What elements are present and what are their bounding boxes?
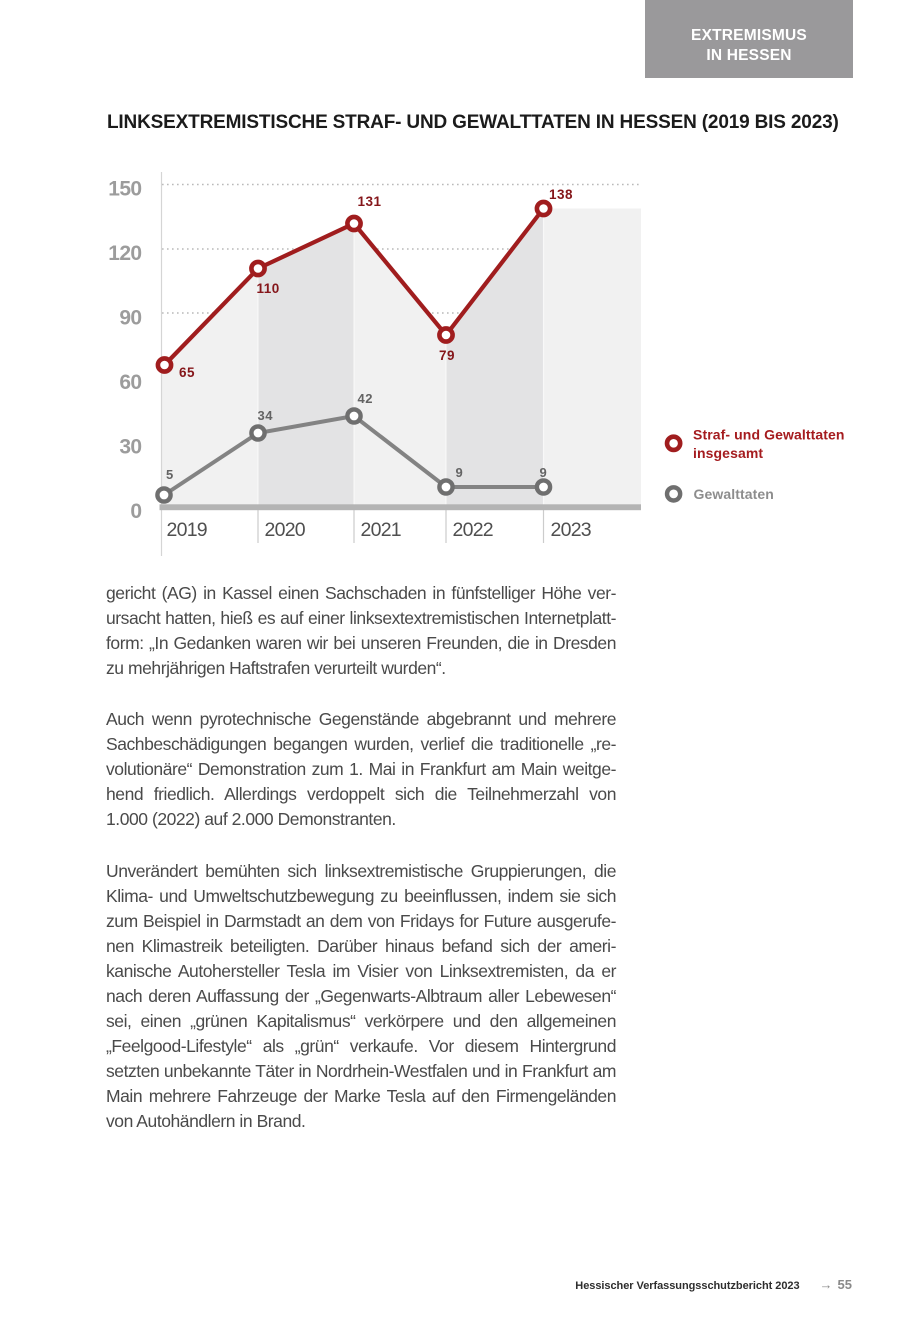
svg-text:9: 9 — [456, 465, 464, 480]
svg-text:2019: 2019 — [167, 519, 207, 541]
svg-text:110: 110 — [257, 281, 280, 296]
svg-text:65: 65 — [179, 365, 195, 380]
svg-text:2021: 2021 — [361, 519, 401, 541]
svg-text:insgesamt: insgesamt — [693, 445, 763, 461]
svg-text:150: 150 — [108, 178, 141, 201]
svg-text:Gewalttaten: Gewalttaten — [694, 486, 774, 502]
svg-text:90: 90 — [119, 307, 141, 330]
svg-text:0: 0 — [130, 500, 141, 523]
svg-text:5: 5 — [166, 467, 174, 482]
svg-text:42: 42 — [358, 391, 373, 406]
svg-text:60: 60 — [119, 371, 141, 394]
svg-text:131: 131 — [358, 194, 382, 209]
svg-text:2022: 2022 — [453, 519, 493, 541]
svg-text:2020: 2020 — [265, 519, 306, 541]
svg-text:2023: 2023 — [551, 519, 591, 541]
svg-text:79: 79 — [439, 348, 455, 363]
svg-text:138: 138 — [549, 187, 573, 202]
svg-text:34: 34 — [258, 408, 274, 423]
svg-text:120: 120 — [108, 242, 141, 265]
svg-text:9: 9 — [540, 465, 548, 480]
svg-text:30: 30 — [119, 436, 141, 459]
svg-text:Straf- und Gewalttaten: Straf- und Gewalttaten — [693, 427, 845, 443]
